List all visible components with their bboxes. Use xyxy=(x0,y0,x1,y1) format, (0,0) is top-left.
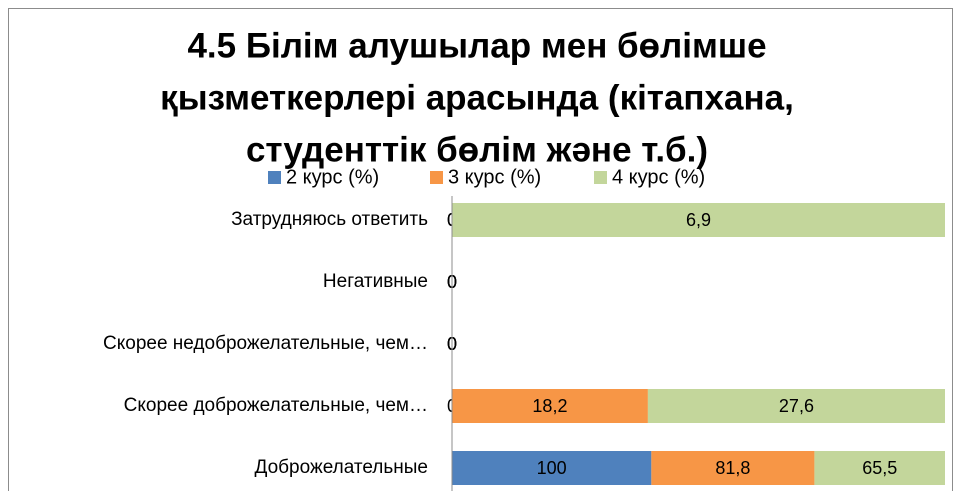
category-label: Негативные xyxy=(323,271,428,292)
bar-segment xyxy=(647,389,945,423)
data-label: 65,5 xyxy=(862,458,897,478)
legend-swatch xyxy=(268,171,281,184)
data-label: 100 xyxy=(537,458,567,478)
category-label: Скорее недоброжелательные, чем… xyxy=(103,333,428,354)
legend-label: 4 курс (%) xyxy=(612,166,705,188)
chart-title: қызметкерлері арасында (кітапхана, xyxy=(160,78,794,117)
category-label: Доброжелательные xyxy=(255,457,428,478)
chart-frame xyxy=(8,8,953,491)
bar-segment xyxy=(452,451,652,485)
bar-segment xyxy=(452,389,648,423)
data-label: 18,2 xyxy=(532,396,567,416)
legend-swatch xyxy=(430,171,443,184)
data-label: 27,6 xyxy=(779,396,814,416)
bar-segment xyxy=(651,451,815,485)
legend-label: 2 курс (%) xyxy=(286,166,379,188)
data-label: 81,8 xyxy=(715,458,750,478)
category-label: Затрудняюсь ответить xyxy=(231,209,428,230)
legend-swatch xyxy=(594,171,607,184)
chart-title: 4.5 Білім алушылар мен бөлімше xyxy=(187,26,766,65)
bar-segment xyxy=(452,203,945,237)
legend-label: 3 курс (%) xyxy=(448,166,541,188)
bar-segment xyxy=(814,451,945,485)
chart-title: студенттік бөлім және т.б.) xyxy=(246,130,708,169)
category-label: Скорее доброжелательные, чем… xyxy=(124,395,428,416)
data-label: 6,9 xyxy=(686,210,711,230)
